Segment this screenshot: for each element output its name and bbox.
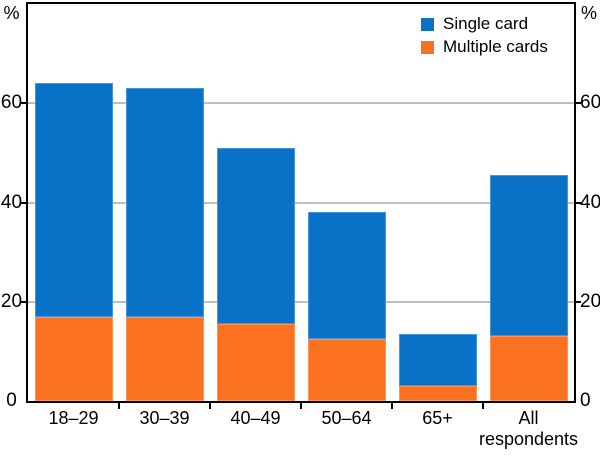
y-tick-label-left: 20 [0,290,23,312]
x-axis-tick [482,403,484,409]
bar-segment-single-card [307,212,386,339]
y-axis-unit-right: % [581,3,598,23]
gridline [28,201,574,204]
bar-segment-multiple-cards [398,386,477,401]
y-axis-tick-right [576,102,581,105]
x-tick-label: 50–64 [321,408,372,428]
x-tick-label: 18–29 [48,408,99,428]
bar-segment-multiple-cards [489,336,568,401]
bar-segment-single-card [398,334,477,387]
x-axis-tick [209,403,211,409]
x-tick-label: 65+ [422,408,453,428]
y-axis-unit-left: % [3,3,20,23]
bar-segment-single-card [125,88,204,317]
x-tick-label: 30–39 [139,408,190,428]
legend-label-single-card: Single card [443,14,529,33]
bar-segment-multiple-cards [307,338,386,401]
multiple-cards-swatch-icon [421,40,434,54]
bar-segment-single-card [216,147,295,325]
gridline [28,102,574,105]
x-axis-tick [118,403,120,409]
y-tick-label-left: 60 [0,92,23,114]
y-tick-label-right: 20 [580,290,600,312]
y-axis-tick-left [21,201,26,204]
x-axis-tick [391,403,393,409]
x-axis-tick [300,403,302,409]
bar-segment-multiple-cards [34,316,113,401]
bar-segment-multiple-cards [216,324,295,401]
x-tick-label: 40–49 [230,408,281,428]
single-card-swatch-icon [421,17,434,31]
y-tick-label-right: 40 [580,191,600,213]
x-tick-label: All respondents [478,408,579,449]
legend: Single card Multiple cards [421,14,548,57]
legend-label-multiple-cards: Multiple cards [443,37,548,56]
legend-item-multiple-cards: Multiple cards [421,37,548,57]
bar-segment-multiple-cards [125,316,204,401]
y-tick-label-right: 0 [580,390,591,411]
y-tick-label-left: 0 [6,390,17,411]
y-tick-label-left: 40 [0,191,23,213]
y-axis-tick-right [576,300,581,303]
y-tick-label-right: 60 [580,92,600,114]
bar-segment-single-card [34,83,113,317]
legend-item-single-card: Single card [421,14,548,34]
y-axis-tick-left [21,102,26,105]
y-axis-tick-right [576,201,581,204]
bar-segment-single-card [489,175,568,337]
gridline [28,300,574,303]
y-axis-tick-left [21,300,26,303]
